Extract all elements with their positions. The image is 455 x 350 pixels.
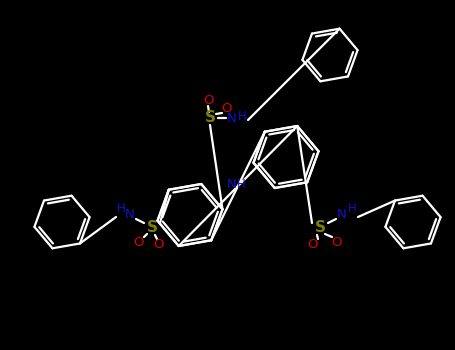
Text: H: H [238, 110, 246, 122]
Text: O: O [221, 102, 231, 114]
Text: H: H [116, 202, 126, 215]
Text: S: S [314, 220, 325, 236]
Text: S: S [147, 220, 157, 236]
Text: H: H [237, 177, 245, 190]
Text: N: N [227, 112, 237, 125]
Text: H: H [348, 202, 356, 215]
Text: O: O [133, 236, 143, 248]
Text: O: O [307, 238, 317, 251]
Text: O: O [331, 236, 341, 248]
Text: N: N [337, 209, 347, 222]
Text: S: S [204, 111, 216, 126]
Text: O: O [203, 93, 213, 106]
Text: O: O [153, 238, 163, 251]
Text: N: N [227, 177, 237, 190]
Text: N: N [125, 209, 135, 222]
